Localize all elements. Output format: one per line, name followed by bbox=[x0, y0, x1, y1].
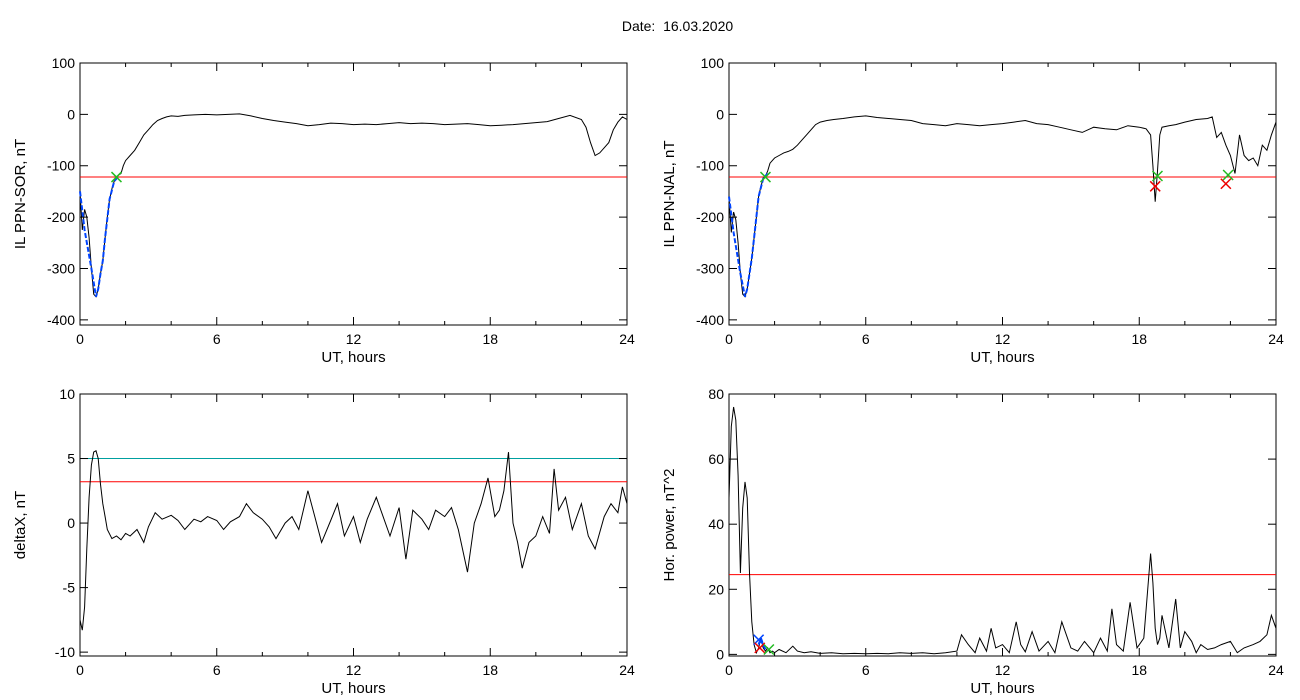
y-tick-label: -5 bbox=[63, 580, 76, 596]
x-tick-label: 6 bbox=[213, 331, 221, 347]
x-tick-label: 24 bbox=[1268, 331, 1284, 347]
y-tick-label: -10 bbox=[55, 644, 75, 660]
chart-power: 0 6 12 18 24 80 60 40 20 0 UT, hours Hor. power, nT… bbox=[661, 386, 1284, 697]
chart-nal: 0 6 12 18 24 100 0 -100 -200 -300 -400 UT, hours IL … bbox=[661, 55, 1284, 366]
event-overlay-line bbox=[79, 175, 120, 297]
y-tick-label: 5 bbox=[67, 451, 75, 467]
x-tick-label: 0 bbox=[725, 331, 733, 347]
x-tick-label: 18 bbox=[482, 331, 498, 347]
x-tick-label: 24 bbox=[619, 331, 635, 347]
y-axis-label: deltaX, nT bbox=[12, 491, 29, 559]
marker-stroke bbox=[759, 171, 771, 183]
chart-deltax: 0 6 12 18 24 10 5 0 -5 -10 UT, hours deltaX, nT bbox=[12, 386, 635, 697]
x-tick-label: 24 bbox=[1268, 662, 1284, 678]
y-tick-label: 40 bbox=[708, 516, 724, 532]
date-title: Date: 16.03.2020 bbox=[0, 18, 1300, 34]
marker-stroke bbox=[754, 642, 766, 654]
plot-frame bbox=[728, 393, 1277, 657]
event-overlay-line bbox=[728, 172, 769, 297]
x-axis-label: UT, hours bbox=[970, 349, 1034, 366]
y-axis-label: Hor. power, nT^2 bbox=[661, 469, 678, 582]
y-tick-label: 20 bbox=[708, 581, 724, 597]
y-tick-label: 0 bbox=[716, 106, 724, 122]
y-tick-label: -400 bbox=[47, 312, 75, 328]
y-tick-label: 100 bbox=[52, 55, 76, 71]
marker-stroke bbox=[1149, 180, 1161, 192]
marker-stroke bbox=[1220, 178, 1232, 190]
marker-stroke bbox=[1151, 170, 1164, 182]
x-tick-label: 0 bbox=[76, 662, 84, 678]
x-tick-label: 24 bbox=[619, 662, 635, 678]
event-marker-green bbox=[763, 643, 775, 656]
x-tick-label: 6 bbox=[862, 662, 870, 678]
x-tick-label: 12 bbox=[995, 331, 1011, 347]
x-tick-label: 6 bbox=[213, 662, 221, 678]
event-marker-red bbox=[1149, 180, 1161, 192]
chart-sor: 0 6 12 18 24 100 0 -100 -200 -300 -400 UT, hours IL … bbox=[12, 55, 635, 366]
y-tick-label: -400 bbox=[696, 312, 724, 328]
y-tick-label: -200 bbox=[47, 209, 75, 225]
event-marker-red bbox=[754, 642, 766, 654]
series-line bbox=[79, 450, 628, 631]
series-line bbox=[728, 115, 1277, 298]
y-tick-label: -100 bbox=[47, 158, 75, 174]
marker-stroke bbox=[110, 171, 122, 183]
plot-frame bbox=[728, 62, 1277, 326]
marker-stroke bbox=[763, 643, 775, 656]
y-tick-label: 80 bbox=[708, 386, 724, 402]
plot-frame bbox=[79, 393, 628, 657]
event-marker-green bbox=[1151, 170, 1164, 182]
y-tick-label: -300 bbox=[696, 260, 724, 276]
y-tick-label: -300 bbox=[47, 260, 75, 276]
x-axis-label: UT, hours bbox=[321, 680, 385, 697]
y-tick-label: 10 bbox=[59, 386, 75, 402]
date-label: Date: bbox=[621, 18, 656, 34]
y-axis-label: IL PPN-NAL, nT bbox=[661, 141, 678, 248]
x-tick-label: 6 bbox=[862, 331, 870, 347]
marker-stroke bbox=[1222, 169, 1234, 181]
x-tick-label: 0 bbox=[76, 331, 84, 347]
y-tick-label: 60 bbox=[708, 451, 724, 467]
x-tick-label: 12 bbox=[346, 662, 362, 678]
y-tick-label: 0 bbox=[67, 106, 75, 122]
x-tick-label: 0 bbox=[725, 662, 733, 678]
event-marker-green bbox=[1222, 169, 1234, 181]
x-tick-label: 18 bbox=[482, 662, 498, 678]
x-axis-label: UT, hours bbox=[321, 349, 385, 366]
y-tick-label: 0 bbox=[716, 646, 724, 662]
x-tick-label: 12 bbox=[995, 662, 1011, 678]
plot-frame bbox=[79, 62, 628, 326]
event-marker-green bbox=[759, 171, 771, 183]
x-axis-label: UT, hours bbox=[970, 680, 1034, 697]
date-value: 16.03.2020 bbox=[663, 18, 734, 34]
x-tick-label: 18 bbox=[1131, 331, 1147, 347]
series-line bbox=[728, 406, 1277, 655]
y-axis-label: IL PPN-SOR, nT bbox=[12, 139, 29, 249]
y-tick-label: -200 bbox=[696, 209, 724, 225]
y-tick-label: 0 bbox=[67, 515, 75, 531]
x-tick-label: 18 bbox=[1131, 662, 1147, 678]
event-marker-red bbox=[1220, 178, 1232, 190]
x-tick-label: 12 bbox=[346, 331, 362, 347]
y-tick-label: 100 bbox=[701, 55, 725, 71]
series-line bbox=[79, 113, 628, 298]
y-tick-label: -100 bbox=[696, 158, 724, 174]
event-marker-green bbox=[110, 171, 122, 183]
